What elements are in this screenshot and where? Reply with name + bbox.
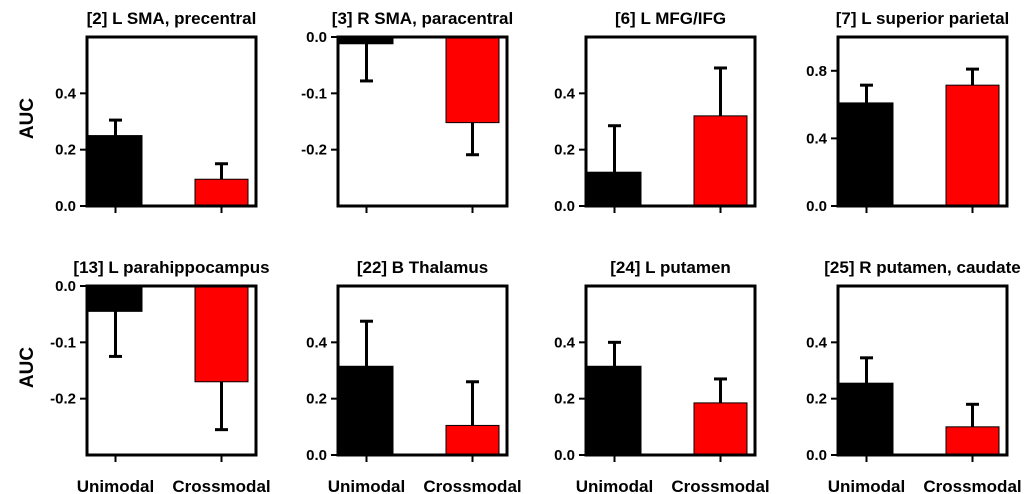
panel-3-title: [6] L MFG/IFG — [615, 9, 726, 28]
panel-8-ytick-label: 0.0 — [806, 447, 827, 464]
panel-5-title: [13] L parahippocampus — [73, 258, 269, 277]
panel-8-ytick-label: 0.2 — [806, 391, 827, 408]
panel-6-xcat-crossmodal: Crossmodal — [423, 477, 521, 494]
panel-7-xcat-unimodal: Unimodal — [576, 477, 653, 494]
panel-3-bar-unimodal — [587, 171, 642, 207]
panel-5-bar-crossmodal — [194, 285, 249, 383]
panel-8-bar-crossmodal — [945, 426, 1000, 456]
panel-5-ytick-label: 0.0 — [55, 278, 76, 295]
panel-7-ytick-label: 0.4 — [554, 334, 576, 351]
panel-7-bar-unimodal — [587, 365, 642, 456]
panel-7-bar-crossmodal — [693, 402, 748, 456]
panel-2-frame — [336, 35, 509, 208]
panel-1-ylabel: AUC — [17, 98, 38, 139]
panel-7-xcat-crossmodal: Crossmodal — [671, 477, 769, 494]
panel-6-ytick-label: 0.0 — [306, 447, 327, 464]
panel-2-ytick-label: -0.2 — [301, 142, 327, 159]
panel-1-frame — [85, 35, 258, 208]
panel-6-title: [22] B Thalamus — [357, 258, 488, 277]
panel-5-frame — [85, 284, 258, 457]
panel-3-bar-crossmodal — [693, 115, 748, 207]
panel-6-ytick-label: 0.4 — [306, 334, 328, 351]
panel-2-title: [3] R SMA, paracentral — [332, 9, 513, 28]
panel-1-ytick-label: 0.4 — [55, 85, 77, 102]
panel-1-ytick-label: 0.2 — [55, 142, 76, 159]
panel-6-bar-unimodal — [339, 365, 394, 456]
panel-2-bar-crossmodal — [445, 36, 500, 124]
panel-5-bar-unimodal — [88, 285, 143, 312]
panel-8-title: [25] R putamen, caudate — [824, 258, 1021, 277]
panel-1-bar-unimodal — [88, 135, 143, 207]
panel-3-ytick-label: 0.0 — [554, 198, 575, 215]
panel-4-frame — [836, 35, 1009, 208]
panel-8-ytick-label: 0.4 — [806, 334, 828, 351]
panel-1-bar-crossmodal — [194, 178, 249, 207]
panel-1-ytick-label: 0.0 — [55, 198, 76, 215]
panel-5-ytick-label: -0.1 — [50, 334, 76, 351]
panel-6-xcat-unimodal: Unimodal — [328, 477, 405, 494]
panel-6-bar-crossmodal — [445, 424, 500, 456]
panel-5-ytick-label: -0.2 — [50, 391, 76, 408]
panel-5-xcat-unimodal: Unimodal — [77, 477, 154, 494]
panel-7-title: [24] L putamen — [610, 258, 731, 277]
panel-3-frame — [584, 35, 757, 208]
panel-7-ytick-label: 0.2 — [554, 391, 575, 408]
panel-6-frame — [336, 284, 509, 457]
panel-8-frame — [836, 284, 1009, 457]
panel-4-ytick-label: 0.8 — [806, 63, 827, 80]
panel-2-ytick-label: -0.1 — [301, 85, 327, 102]
panel-4-bar-crossmodal — [945, 84, 1000, 207]
panel-7-ytick-label: 0.0 — [554, 447, 575, 464]
panel-3-ytick-label: 0.4 — [554, 85, 576, 102]
panel-3-ytick-label: 0.2 — [554, 142, 575, 159]
panel-8-xcat-unimodal: Unimodal — [828, 477, 905, 494]
panel-5-xcat-crossmodal: Crossmodal — [172, 477, 270, 494]
panel-5-ylabel: AUC — [17, 347, 38, 388]
panel-6-ytick-label: 0.2 — [306, 391, 327, 408]
panel-1-title: [2] L SMA, precentral — [87, 9, 257, 28]
panel-7-frame — [584, 284, 757, 457]
panel-8-bar-unimodal — [839, 382, 894, 456]
panel-2-ytick-label: 0.0 — [306, 29, 327, 46]
panel-4-ytick-label: 0.0 — [806, 198, 827, 215]
panel-8-xcat-crossmodal: Crossmodal — [923, 477, 1021, 494]
panel-4-bar-unimodal — [839, 102, 894, 207]
panel-4-ytick-label: 0.4 — [806, 130, 828, 147]
panel-4-title: [7] L superior parietal — [836, 9, 1010, 28]
